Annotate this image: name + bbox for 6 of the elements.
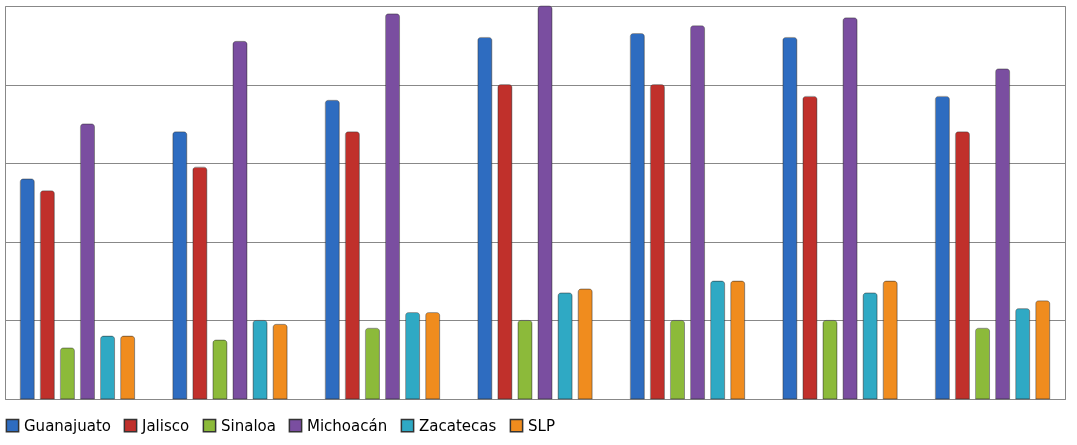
legend-label: Jalisco bbox=[141, 416, 190, 435]
legend-label: Michoacán bbox=[307, 416, 388, 435]
legend-label: Guanajuato bbox=[24, 416, 111, 435]
legend-label: Zacatecas bbox=[419, 416, 497, 435]
legend-label: Sinaloa bbox=[221, 416, 276, 435]
legend-label: SLP bbox=[528, 416, 555, 435]
